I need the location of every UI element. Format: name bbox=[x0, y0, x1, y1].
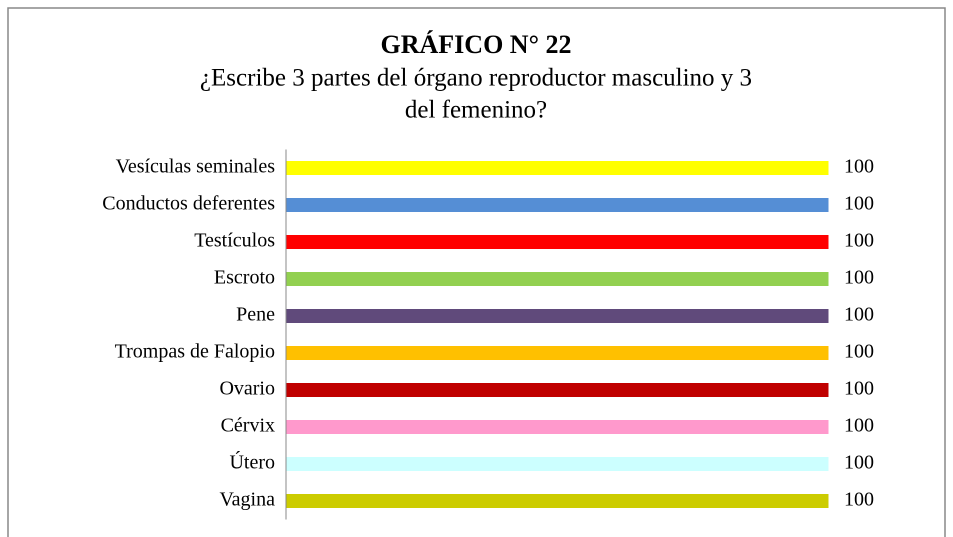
bar bbox=[286, 346, 829, 360]
bar bbox=[286, 457, 829, 471]
bar bbox=[286, 161, 829, 175]
data-label: 100 bbox=[844, 341, 874, 363]
y-tick-label: Conductos deferentes bbox=[102, 193, 275, 215]
data-label: 100 bbox=[844, 452, 874, 474]
data-label: 100 bbox=[844, 489, 874, 511]
chart-subtitle: del femenino? bbox=[405, 97, 547, 124]
y-tick-label: Útero bbox=[229, 450, 275, 474]
data-label: 100 bbox=[844, 267, 874, 289]
data-label: 100 bbox=[844, 378, 874, 400]
data-label: 100 bbox=[844, 304, 874, 326]
data-label: 100 bbox=[844, 230, 874, 252]
bar bbox=[286, 420, 829, 434]
y-tick-label: Testículos bbox=[194, 230, 275, 252]
bar bbox=[286, 235, 829, 249]
data-label: 100 bbox=[844, 156, 874, 178]
y-tick-label: Vesículas seminales bbox=[116, 156, 276, 178]
bar bbox=[286, 272, 829, 286]
bar bbox=[286, 309, 829, 323]
y-tick-label: Vagina bbox=[219, 489, 275, 511]
y-tick-label: Pene bbox=[236, 304, 275, 326]
bar bbox=[286, 198, 829, 212]
y-tick-label: Cérvix bbox=[221, 415, 275, 437]
chart-subtitle: ¿Escribe 3 partes del órgano reproductor… bbox=[200, 65, 752, 92]
y-tick-label: Trompas de Falopio bbox=[115, 341, 275, 363]
data-label: 100 bbox=[844, 193, 874, 215]
bar bbox=[286, 494, 829, 508]
y-tick-label: Ovario bbox=[219, 378, 275, 400]
bar bbox=[286, 383, 829, 397]
data-label: 100 bbox=[844, 415, 874, 437]
y-tick-label: Escroto bbox=[214, 267, 275, 289]
chart-title: GRÁFICO N° 22 bbox=[381, 30, 572, 59]
chart-frame bbox=[7, 7, 946, 537]
